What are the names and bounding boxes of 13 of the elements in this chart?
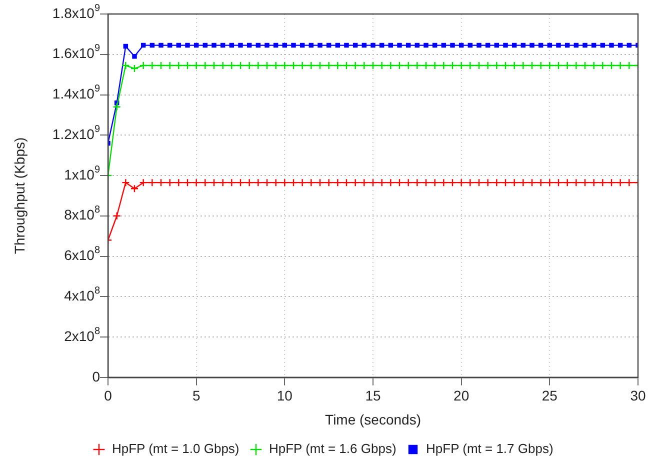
legend-label: HpFP (mt = 1.0 Gbps) bbox=[112, 441, 240, 456]
legend-label: HpFP (mt = 1.7 Gbps) bbox=[426, 441, 554, 456]
x-axis-title: Time (seconds) bbox=[325, 411, 421, 428]
x-tick-label: 5 bbox=[192, 388, 200, 404]
x-tick-label: 30 bbox=[630, 388, 646, 404]
x-tick-label: 15 bbox=[365, 388, 381, 404]
x-tick-label: 10 bbox=[276, 388, 293, 404]
x-tick-label: 25 bbox=[542, 388, 558, 404]
legend-label: HpFP (mt = 1.6 Gbps) bbox=[268, 441, 396, 456]
y-tick-label: 0 bbox=[92, 368, 100, 384]
y-axis-title: Throughput (Kbps) bbox=[11, 137, 28, 254]
x-tick-label: 0 bbox=[104, 388, 112, 404]
x-tick-label: 20 bbox=[454, 388, 470, 404]
